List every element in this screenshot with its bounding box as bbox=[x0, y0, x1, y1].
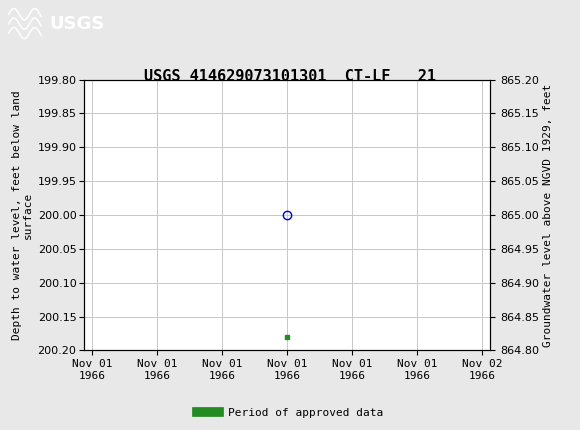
Legend: Period of approved data: Period of approved data bbox=[193, 403, 387, 422]
Text: USGS 414629073101301  CT-LF   21: USGS 414629073101301 CT-LF 21 bbox=[144, 69, 436, 84]
Y-axis label: Groundwater level above NGVD 1929, feet: Groundwater level above NGVD 1929, feet bbox=[543, 83, 553, 347]
Text: USGS: USGS bbox=[49, 15, 104, 33]
Y-axis label: Depth to water level, feet below land
surface: Depth to water level, feet below land su… bbox=[12, 90, 33, 340]
